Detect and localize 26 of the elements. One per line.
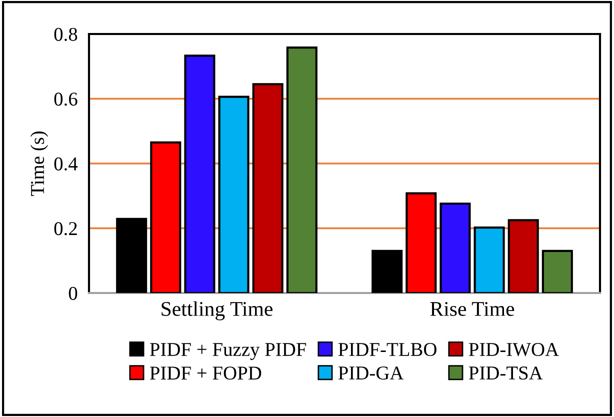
bar (474, 226, 505, 293)
x-tick-label: Settling Time (162, 301, 272, 320)
y-tick-label: 0 (68, 286, 78, 300)
bar (508, 219, 539, 293)
bar (286, 46, 318, 293)
bar (184, 54, 216, 293)
legend-label: PID-TSA (468, 366, 543, 380)
legend-label: PID-GA (338, 366, 404, 380)
bar (372, 250, 403, 293)
y-tick-label: 0.2 (54, 222, 77, 236)
legend-label: PIDF + Fuzzy PIDF (150, 343, 306, 360)
bar (116, 218, 148, 293)
y-tick-label: 0.6 (54, 92, 78, 106)
y-axis-title: Time (s) (30, 131, 48, 196)
legend-label: PIDF-TLBO (338, 342, 436, 356)
bar (252, 83, 284, 293)
bar (218, 96, 250, 293)
y-tick-label: 0.8 (54, 28, 78, 42)
x-tick-label: Rise Time (430, 302, 514, 316)
bar (150, 141, 182, 293)
bar (440, 202, 471, 293)
legend-label: PID-IWOA (468, 342, 559, 356)
y-tick-label: 0.4 (54, 157, 78, 171)
legend-label: PIDF + FOPD (150, 366, 262, 380)
bar (406, 192, 437, 293)
bar (542, 250, 573, 293)
